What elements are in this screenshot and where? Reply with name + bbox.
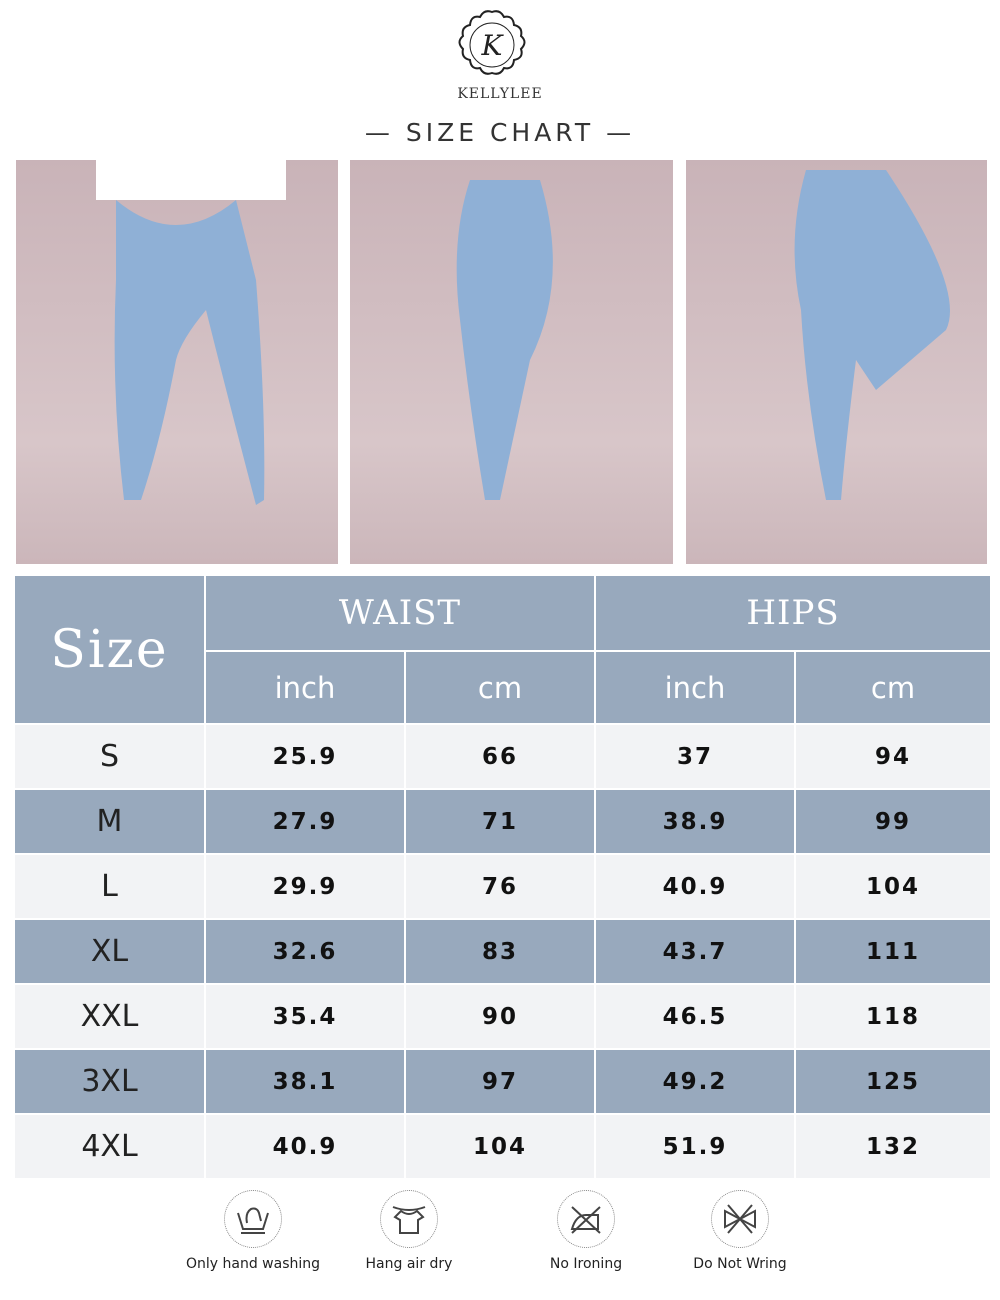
measurement-cell-hips-cm: 132 — [796, 1115, 990, 1178]
measurement-cell-hips-inch: 49.2 — [596, 1050, 794, 1113]
measurement-cell-hips-inch: 46.5 — [596, 985, 794, 1048]
size-cell: 4XL — [15, 1115, 204, 1178]
measurement-cell-waist-cm: 71 — [406, 790, 594, 853]
no-wring-icon — [711, 1190, 769, 1248]
measurement-cell-waist-inch: 27.9 — [206, 790, 404, 853]
measurement-cell-waist-inch: 35.4 — [206, 985, 404, 1048]
measurement-cell-hips-inch: 43.7 — [596, 920, 794, 983]
measurement-cell-hips-inch: 51.9 — [596, 1115, 794, 1178]
no-iron-icon — [557, 1190, 615, 1248]
measurement-cell-hips-cm: 94 — [796, 725, 990, 788]
product-photo-back — [686, 160, 987, 564]
measurement-cell-waist-cm: 97 — [406, 1050, 594, 1113]
size-cell: XL — [15, 920, 204, 983]
waist-header: WAIST — [206, 576, 594, 650]
size-cell: M — [15, 790, 204, 853]
care-no-iron: No Ironing — [506, 1190, 666, 1272]
size-cell: S — [15, 725, 204, 788]
measurement-cell-hips-inch: 40.9 — [596, 855, 794, 918]
care-hang-dry: Hang air dry — [329, 1190, 489, 1272]
unit-header: inch — [596, 652, 794, 723]
measurement-cell-hips-inch: 37 — [596, 725, 794, 788]
logo-letter: K — [481, 29, 505, 62]
care-hand-wash: Only hand washing — [173, 1190, 333, 1272]
size-cell: L — [15, 855, 204, 918]
measurement-cell-hips-inch: 38.9 — [596, 790, 794, 853]
measurement-cell-waist-inch: 25.9 — [206, 725, 404, 788]
kellylee-logo: K — [458, 10, 526, 75]
measurement-cell-waist-cm: 104 — [406, 1115, 594, 1178]
measurement-cell-hips-cm: 118 — [796, 985, 990, 1048]
product-photo-front — [16, 160, 338, 564]
measurement-cell-waist-inch: 32.6 — [206, 920, 404, 983]
size-cell: XXL — [15, 985, 204, 1048]
unit-header: inch — [206, 652, 404, 723]
measurement-cell-waist-cm: 66 — [406, 725, 594, 788]
unit-header: cm — [796, 652, 990, 723]
measurement-cell-hips-cm: 125 — [796, 1050, 990, 1113]
measurement-cell-waist-inch: 38.1 — [206, 1050, 404, 1113]
product-photo-side — [350, 160, 673, 564]
measurement-cell-hips-cm: 99 — [796, 790, 990, 853]
care-no-wring: Do Not Wring — [660, 1190, 820, 1272]
measurement-cell-waist-cm: 83 — [406, 920, 594, 983]
hand-wash-icon — [224, 1190, 282, 1248]
brand-name: KELLYLEE — [457, 86, 543, 102]
measurement-cell-hips-cm: 111 — [796, 920, 990, 983]
measurement-cell-waist-cm: 76 — [406, 855, 594, 918]
measurement-cell-waist-inch: 40.9 — [206, 1115, 404, 1178]
hang-dry-icon — [380, 1190, 438, 1248]
size-header: Size — [15, 576, 204, 723]
unit-header: cm — [406, 652, 594, 723]
page-title: — SIZE CHART — — [364, 118, 636, 147]
size-table: Size WAIST HIPS inch cm inch cm S 25.9 66 3… — [15, 576, 990, 1178]
measurement-cell-hips-cm: 104 — [796, 855, 990, 918]
measurement-cell-waist-inch: 29.9 — [206, 855, 404, 918]
hips-header: HIPS — [596, 576, 990, 650]
size-cell: 3XL — [15, 1050, 204, 1113]
measurement-cell-waist-cm: 90 — [406, 985, 594, 1048]
